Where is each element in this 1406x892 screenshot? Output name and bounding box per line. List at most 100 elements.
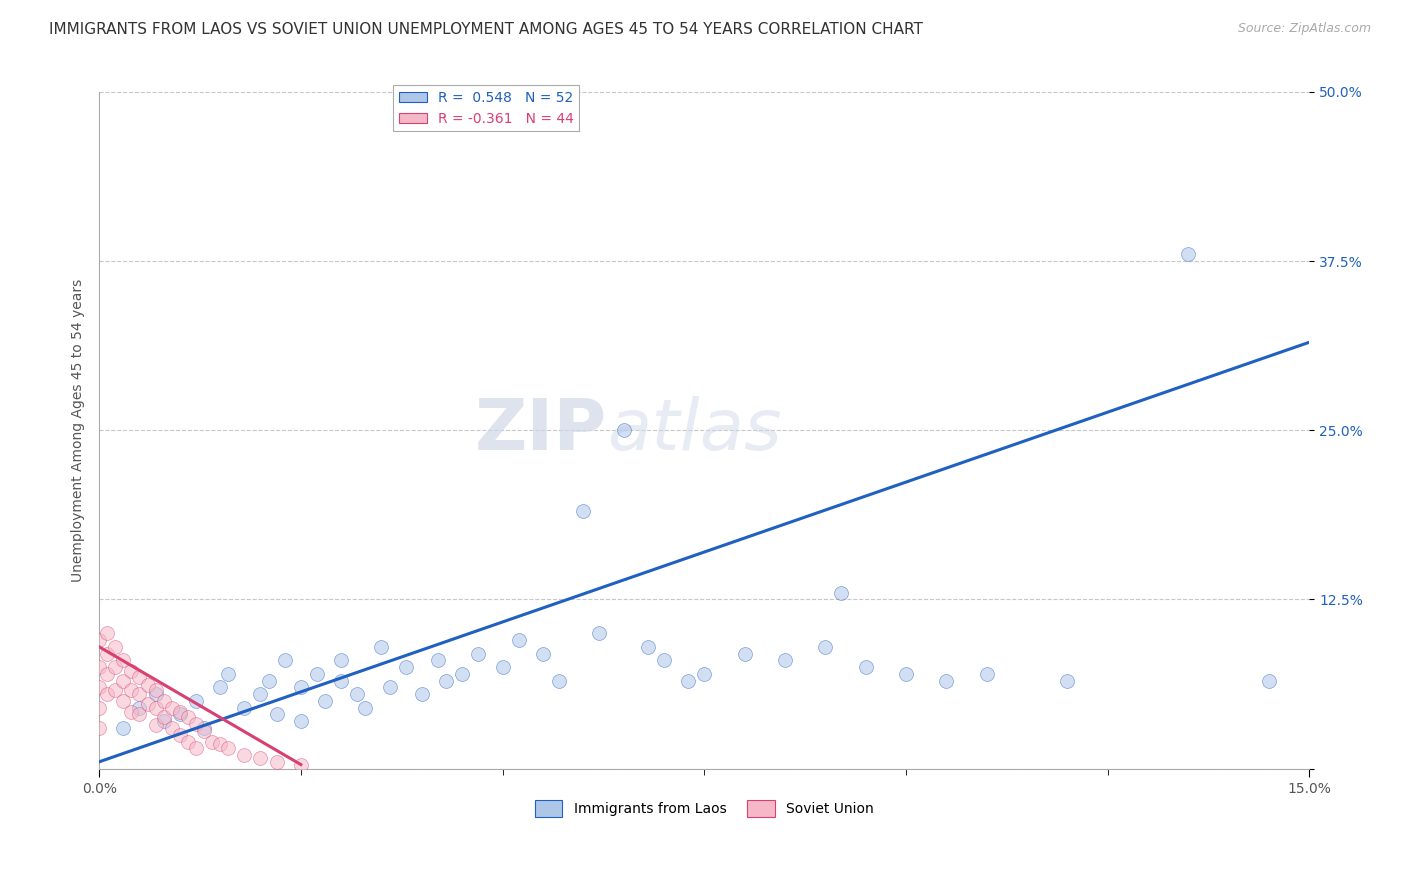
Point [290, 714, 312, 729]
Point [96, 687, 118, 701]
Point [89, 721, 111, 735]
Point [169, 728, 191, 742]
Point [96, 647, 118, 661]
Point [330, 673, 353, 688]
Point [128, 707, 150, 722]
Point [209, 681, 232, 695]
Point [257, 673, 280, 688]
Point [508, 633, 530, 648]
Point [491, 660, 513, 674]
Point [177, 710, 200, 724]
Point [120, 664, 142, 678]
Point [169, 705, 191, 719]
Text: ZIP: ZIP [475, 396, 607, 465]
Point [104, 640, 127, 654]
Point [370, 640, 392, 654]
Point [572, 504, 595, 518]
Legend: Immigrants from Laos, Soviet Union: Immigrants from Laos, Soviet Union [529, 795, 879, 822]
Point [354, 700, 377, 714]
Point [160, 721, 183, 735]
Point [814, 640, 837, 654]
Point [120, 683, 142, 698]
Point [193, 723, 215, 738]
Point [233, 747, 256, 762]
Point [120, 705, 142, 719]
Point [266, 707, 288, 722]
Point [637, 640, 659, 654]
Point [104, 660, 127, 674]
Point [201, 734, 224, 748]
Point [290, 681, 312, 695]
Point [112, 721, 135, 735]
Point [266, 755, 288, 769]
Point [145, 683, 167, 698]
Point [145, 718, 167, 732]
Point [1056, 673, 1078, 688]
Point [1258, 673, 1281, 688]
Point [89, 681, 111, 695]
Point [935, 673, 957, 688]
Point [894, 666, 917, 681]
Point [548, 673, 571, 688]
Point [467, 647, 489, 661]
Point [249, 751, 271, 765]
Point [588, 626, 610, 640]
Text: atlas: atlas [607, 396, 782, 465]
Point [217, 666, 239, 681]
Point [676, 673, 699, 688]
Point [531, 647, 554, 661]
Point [184, 694, 207, 708]
Point [427, 653, 450, 667]
Point [395, 660, 418, 674]
Point [128, 669, 150, 683]
Point [346, 687, 368, 701]
Point [136, 697, 159, 711]
Point [855, 660, 877, 674]
Point [976, 666, 998, 681]
Point [89, 633, 111, 648]
Point [652, 653, 675, 667]
Point [128, 700, 150, 714]
Point [773, 653, 796, 667]
Point [233, 700, 256, 714]
Y-axis label: Unemployment Among Ages 45 to 54 years: Unemployment Among Ages 45 to 54 years [72, 278, 86, 582]
Point [128, 687, 150, 701]
Point [411, 687, 433, 701]
Point [145, 687, 167, 701]
Point [249, 687, 271, 701]
Point [152, 714, 174, 729]
Point [169, 707, 191, 722]
Point [217, 741, 239, 756]
Point [1177, 247, 1199, 261]
Point [378, 681, 401, 695]
Point [734, 647, 756, 661]
Text: IMMIGRANTS FROM LAOS VS SOVIET UNION UNEMPLOYMENT AMONG AGES 45 TO 54 YEARS CORR: IMMIGRANTS FROM LAOS VS SOVIET UNION UNE… [49, 22, 924, 37]
Point [305, 666, 328, 681]
Point [830, 585, 852, 599]
Point [451, 666, 474, 681]
Point [209, 737, 232, 751]
Point [89, 660, 111, 674]
Point [314, 694, 336, 708]
Point [104, 683, 127, 698]
Point [89, 700, 111, 714]
Point [145, 700, 167, 714]
Point [160, 700, 183, 714]
Point [177, 734, 200, 748]
Point [184, 741, 207, 756]
Point [112, 653, 135, 667]
Point [136, 678, 159, 692]
Point [152, 694, 174, 708]
Point [184, 717, 207, 731]
Point [693, 666, 716, 681]
Point [290, 757, 312, 772]
Point [112, 673, 135, 688]
Point [152, 710, 174, 724]
Text: Source: ZipAtlas.com: Source: ZipAtlas.com [1237, 22, 1371, 36]
Point [96, 626, 118, 640]
Point [112, 694, 135, 708]
Point [273, 653, 295, 667]
Point [434, 673, 457, 688]
Point [330, 653, 353, 667]
Point [96, 666, 118, 681]
